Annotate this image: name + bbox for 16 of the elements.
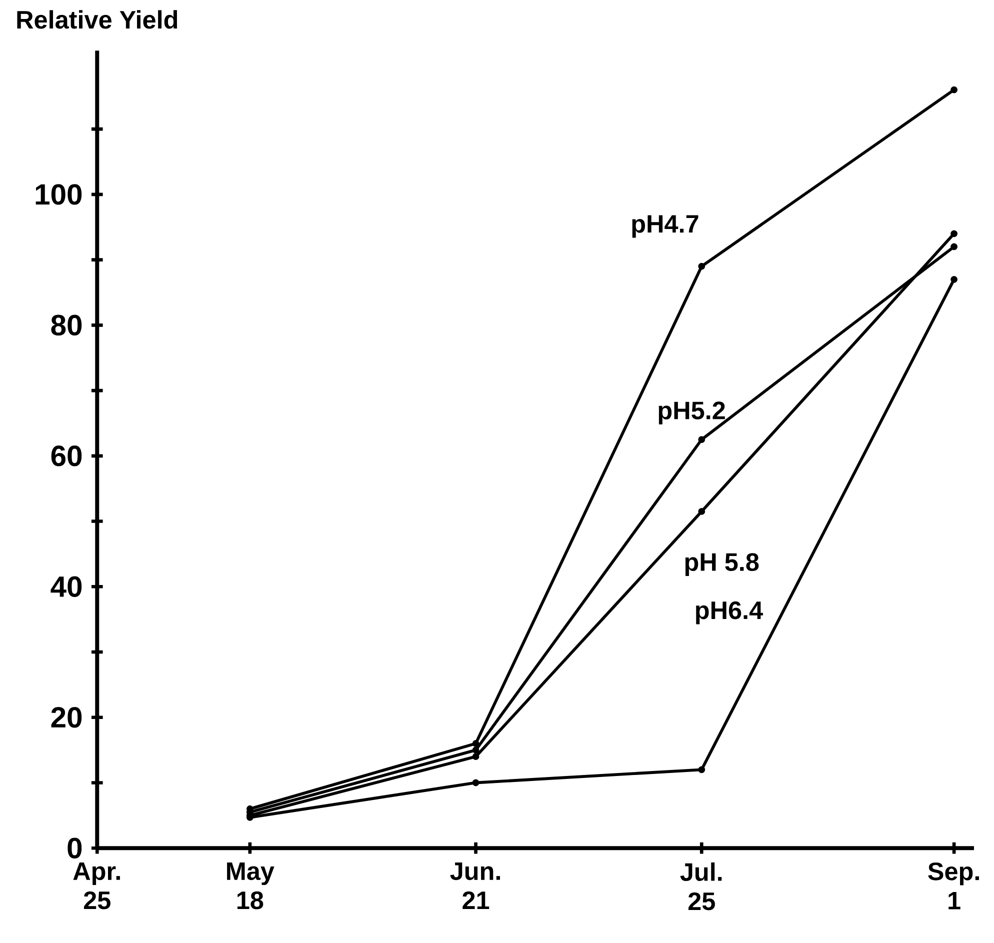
- series-label: pH6.4: [696, 601, 763, 624]
- x-tick-label: Jul. 25: [680, 862, 722, 910]
- y-tick-label: 80: [51, 314, 82, 336]
- y-tick-label: 20: [51, 707, 82, 728]
- y-tick-label: 0: [68, 838, 82, 858]
- x-tick-label: Jun. 21: [450, 862, 500, 910]
- y-axis-title: Relative Yield: [17, 10, 178, 29]
- x-tick-label: Sep. 1: [928, 862, 979, 910]
- series-label: pH5.2: [658, 402, 725, 424]
- y-tick-label: 100: [36, 184, 82, 205]
- y-tick-label: 60: [51, 446, 82, 466]
- y-tick-label: 40: [50, 576, 82, 598]
- x-tick-label: Apr. 25: [73, 862, 120, 910]
- x-tick-label: May 18: [227, 862, 274, 910]
- series-label: pH4.7: [632, 215, 698, 238]
- series-label: pH 5.8: [685, 553, 759, 576]
